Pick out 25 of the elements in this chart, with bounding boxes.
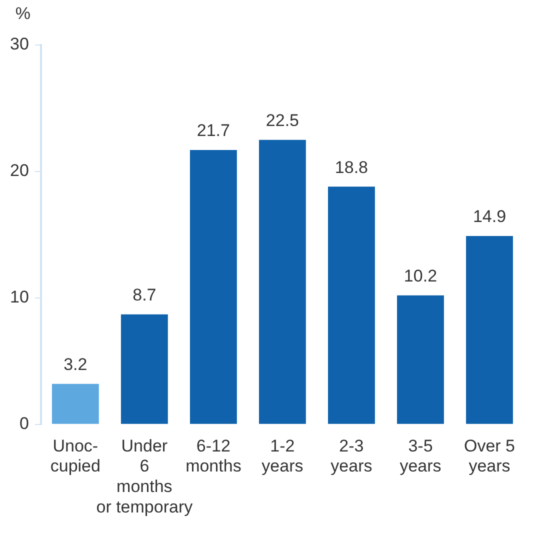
bar: [120, 314, 168, 424]
x-tick-label: 2-3 years: [330, 436, 372, 476]
bar: [397, 295, 444, 424]
bar: [258, 140, 306, 424]
y-tick-label: 0: [19, 414, 29, 434]
data-label: 3.2: [64, 355, 88, 374]
y-tick-label: 10: [10, 288, 29, 307]
y-tick-label: 20: [10, 161, 29, 180]
data-label: 10.2: [404, 266, 438, 286]
data-label: 22.5: [266, 111, 299, 130]
data-label: 14.9: [472, 207, 506, 226]
x-tick-label: 1-2 years: [262, 436, 304, 476]
y-tick-label: 30: [10, 34, 29, 54]
bar: [466, 236, 513, 424]
x-tick-label: Over 5 years: [464, 436, 516, 476]
bar: [190, 150, 237, 424]
y-axis-title: %: [15, 4, 30, 24]
data-label: 21.7: [196, 121, 230, 140]
data-label: 18.8: [334, 158, 368, 177]
x-tick-label: 3-5 years: [400, 436, 442, 476]
bar: [328, 186, 375, 424]
data-label: 8.7: [132, 286, 156, 305]
x-tick-label: 6-12 months: [186, 436, 242, 476]
x-tick-label: Unoc- cupied: [50, 436, 100, 476]
bar: [52, 384, 99, 424]
